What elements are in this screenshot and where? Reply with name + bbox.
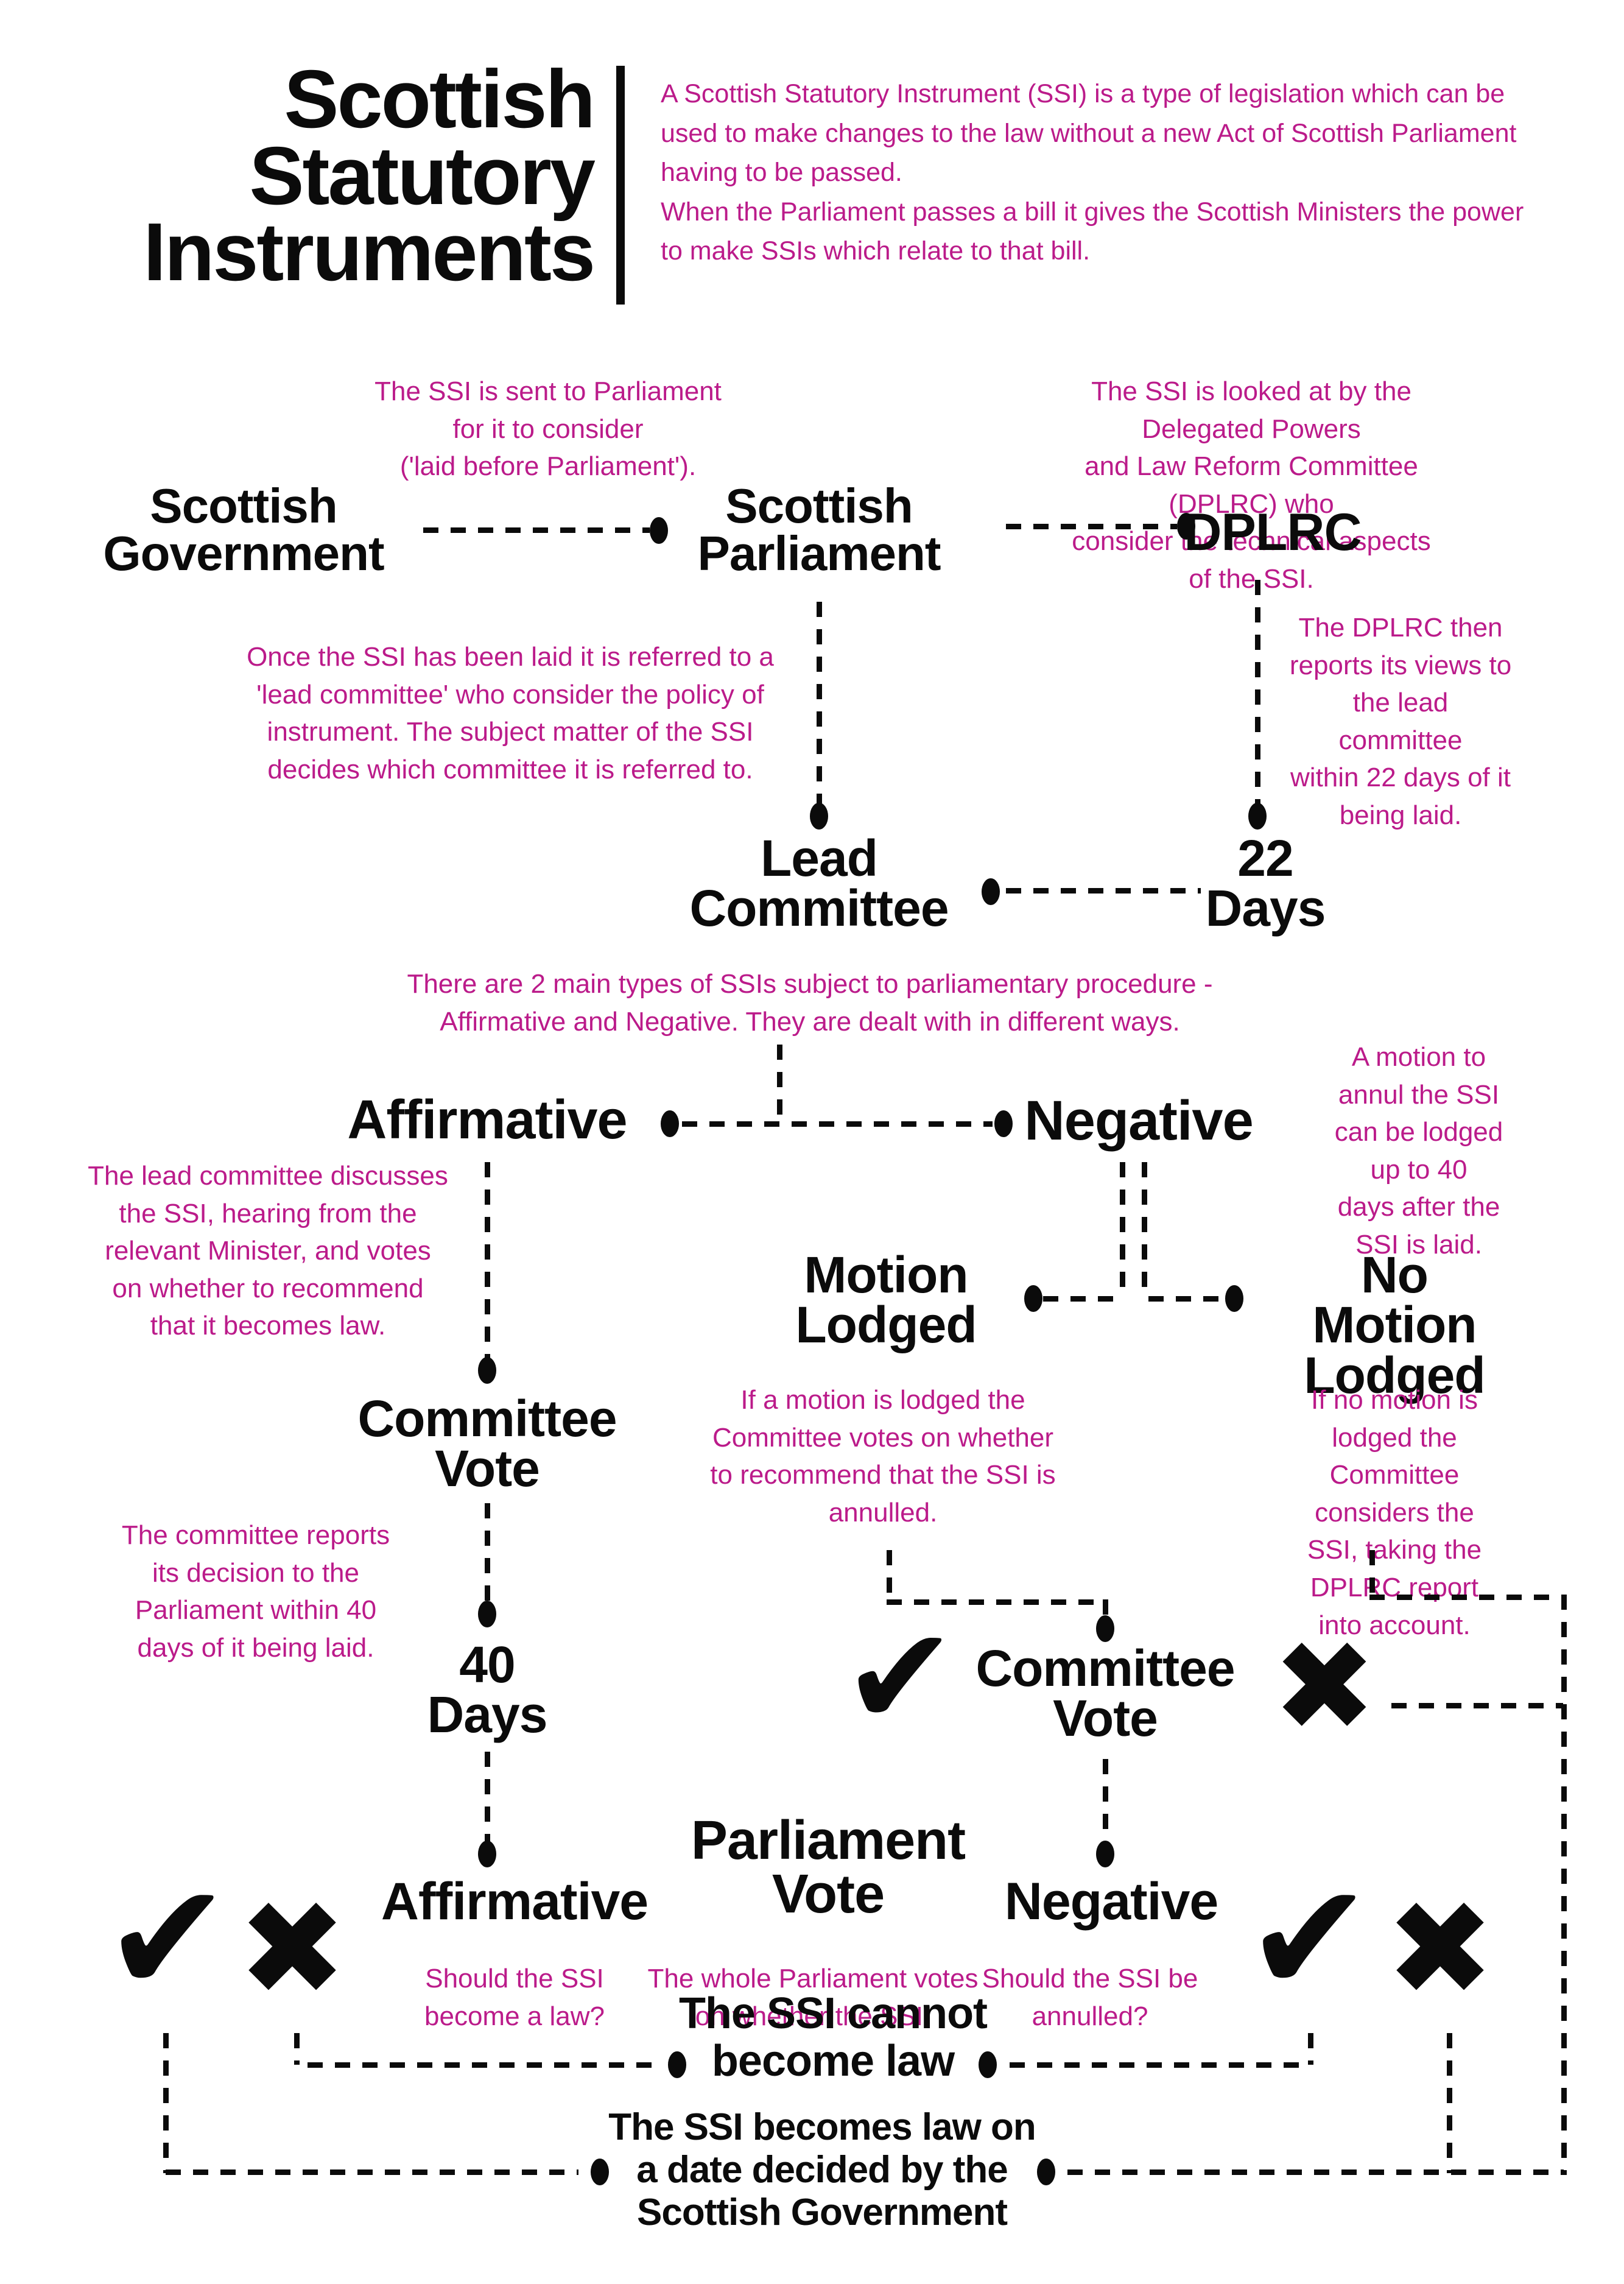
connector-no-motion-path-across	[1369, 1595, 1566, 1600]
page-title: Scottish Statutory Instruments	[143, 53, 596, 298]
dot-negative-vote-top	[1096, 1841, 1114, 1867]
caption-two-types: There are 2 main types of SSIs subject t…	[407, 969, 1213, 1037]
connector-parliament-to-lead-committee	[817, 602, 822, 804]
cross-icon-committee-vote: ✖	[1272, 1615, 1377, 1760]
connector-parliament-to-dplrc	[1006, 524, 1177, 529]
dot-committee-vote-left-top	[478, 1357, 496, 1384]
connector-motion-path-across	[887, 1599, 1106, 1605]
node-becomes-law: The SSI becomes law on a date decided by…	[608, 2106, 1036, 2234]
connector-motion-path-down	[887, 1550, 892, 1602]
connector-affirmative-negative	[682, 1121, 993, 1127]
connector-to-no-motion-lodged	[1148, 1296, 1224, 1302]
cross-icon-affirmative-outcome: ✖	[237, 1872, 348, 2025]
connector-negative-check-down	[1308, 2033, 1313, 2065]
connector-government-to-parliament	[423, 527, 650, 533]
connector-dplrc-to-22-days	[1255, 580, 1260, 804]
connector-committee-vote-to-negative	[1103, 1759, 1108, 1844]
connector-affirmative-to-committee-vote	[485, 1162, 490, 1358]
connector-40-days-to-affirmative	[485, 1752, 490, 1844]
node-dplrc: DPLRC	[1184, 503, 1362, 562]
connector-motion-path-drop	[1103, 1599, 1108, 1618]
connector-committee-vote-to-40-days	[485, 1503, 490, 1602]
connector-to-motion-lodged	[1043, 1296, 1117, 1302]
dot-affirmative-side	[661, 1110, 679, 1137]
caption-should-be-annulled: Should the SSI be annulled?	[982, 1964, 1198, 2031]
node-scottish-government: Scottish Government	[103, 479, 384, 581]
dot-negative-side	[994, 1110, 1013, 1137]
node-affirmative-vote: Affirmative	[381, 1872, 649, 1931]
intro-text: A Scottish Statutory Instrument (SSI) is…	[661, 79, 1524, 266]
node-negative-type: Negative	[1024, 1090, 1253, 1152]
dot-lead-committee-side	[982, 878, 1000, 905]
connector-affirmative-cross-down	[294, 2033, 300, 2065]
connector-negative-stem-left	[1120, 1162, 1125, 1299]
connector-becomes-law-right	[1067, 2169, 1564, 2175]
check-icon-affirmative-outcome: ✔	[104, 1850, 231, 2027]
dot-dplrc-end	[1177, 513, 1195, 540]
connector-far-right-drop	[1561, 1595, 1567, 2175]
connector-negative-cross-down	[1447, 2033, 1452, 2173]
caption-if-motion-lodged: If a motion is lodged the Committee vote…	[710, 1385, 1056, 1528]
node-negative-vote: Negative	[1004, 1872, 1218, 1931]
node-22-days: 22 Days	[1205, 830, 1326, 937]
node-motion-lodged: Motion Lodged	[795, 1246, 977, 1354]
caption-lead-committee-discusses: The lead committee discusses the SSI, he…	[88, 1161, 448, 1341]
node-40-days: 40 Days	[427, 1636, 548, 1744]
caption-whole-parliament-votes: The whole Parliament votes on whether th…	[647, 1964, 979, 2031]
node-lead-committee: Lead Committee	[689, 830, 949, 937]
connector-cannot-law-left	[308, 2062, 656, 2068]
connector-affirmative-check-down	[163, 2033, 169, 2173]
connector-negative-stem-right	[1142, 1162, 1147, 1299]
node-parliament-vote: Parliament Vote	[691, 1810, 966, 1925]
dot-motion-lodged-side	[1024, 1285, 1042, 1312]
header-divider	[616, 66, 625, 305]
dot-no-motion-lodged-side	[1225, 1285, 1243, 1312]
node-cannot-become-law: The SSI cannot become law	[678, 1989, 988, 2085]
check-icon-negative-outcome: ✔	[1245, 1850, 1373, 2027]
dot-committee-vote-right-top	[1096, 1615, 1114, 1642]
connector-types-split-stem	[777, 1045, 782, 1123]
connector-becomes-law-left	[166, 2169, 578, 2175]
dot-lead-committee-top	[810, 803, 828, 830]
dot-parliament-end	[650, 517, 668, 544]
caption-sent-to-parliament: The SSI is sent to Parliament for it to …	[374, 376, 722, 482]
caption-if-no-motion-lodged: If no motion is lodged the Committee con…	[1307, 1385, 1482, 1640]
caption-should-become-law: Should the SSI become a law?	[424, 1964, 605, 2031]
caption-motion-to-annul: A motion to annul the SSI can be lodged …	[1334, 1042, 1503, 1260]
check-icon-committee-vote: ✔	[842, 1598, 958, 1757]
node-scottish-parliament: Scottish Parliament	[697, 479, 941, 581]
connector-committee-vote-cross-across	[1391, 1703, 1563, 1708]
caption-dplrc-reports: The DPLRC then reports its views to the …	[1289, 613, 1512, 830]
cross-icon-negative-outcome: ✖	[1385, 1872, 1496, 2025]
connector-no-motion-path-down	[1369, 1550, 1375, 1598]
node-committee-vote-left: Committee Vote	[357, 1390, 617, 1498]
connector-22-days-to-lead-committee	[1006, 888, 1201, 894]
dot-affirmative-vote-top	[478, 1841, 496, 1867]
node-no-motion-lodged: No Motion Lodged	[1304, 1246, 1485, 1404]
dot-becomes-law-right	[1037, 2159, 1055, 2185]
dot-22-days-top	[1248, 803, 1267, 830]
node-affirmative-type: Affirmative	[347, 1090, 627, 1151]
connector-cannot-law-right	[1010, 2062, 1309, 2068]
caption-lead-committee-referral: Once the SSI has been laid it is referre…	[247, 642, 774, 784]
dot-becomes-law-left	[591, 2159, 609, 2185]
dot-cannot-law-left	[668, 2051, 686, 2078]
dot-cannot-law-right	[979, 2051, 997, 2078]
node-committee-vote-right: Committee Vote	[975, 1640, 1235, 1747]
caption-looked-at-by-dplrc: The SSI is looked at by the Delegated Po…	[1072, 376, 1431, 594]
dot-40-days-top	[478, 1601, 496, 1627]
caption-committee-reports: The committee reports its decision to th…	[121, 1520, 390, 1663]
